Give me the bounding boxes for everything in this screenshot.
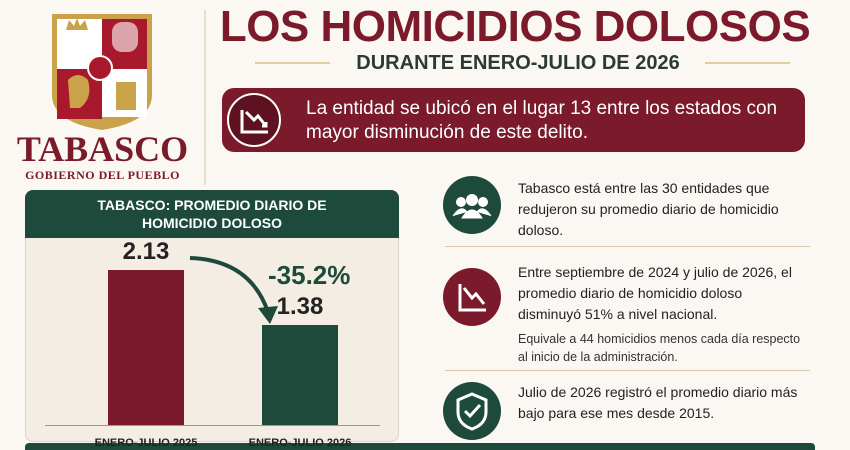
coat-of-arms [52,14,152,130]
fact-text: Julio de 2026 registró el promedio diari… [518,384,798,421]
subtitle: DURANTE ENERO-JULIO DE 2026 [356,52,680,74]
bar [108,270,184,425]
banner-text: La entidad se ubicó en el lugar 13 entre… [306,98,778,143]
chart-title: TABASCO: PROMEDIO DIARIO DE HOMICIDIO DO… [97,197,327,231]
chart-header: TABASCO: PROMEDIO DIARIO DE HOMICIDIO DO… [25,190,399,238]
change-annotation: -35.2% [268,260,351,290]
baseline [45,425,380,426]
banner-icon [227,93,281,147]
bar [262,324,338,425]
brand: TABASCO [16,129,189,169]
brand-tagline: GOBIERNO DEL PUEBLO [25,168,180,182]
footer-strip [25,443,815,450]
category-label: ENERO-JULIO 2026 [248,437,352,449]
fact-icon [443,268,501,326]
separator [445,370,810,371]
value-label: 1.38 [276,292,324,320]
fact-icon [443,176,501,234]
trend-arrow [189,256,278,324]
category-label: ENERO-JULIO 2025 [94,437,198,449]
fact-text: Tabasco está entre las 30 entidades que … [518,180,779,238]
separator [445,246,810,247]
fact-text: Entre septiembre de 2024 y julio de 2026… [518,264,792,322]
fact-icon [443,382,501,440]
title: LOS HOMICIDIOS DOLOSOS [219,2,811,51]
value-label: 2.13 [122,238,170,265]
banner [222,88,805,152]
fact-note: Equivale a 44 homicidios menos cada día … [518,332,801,364]
